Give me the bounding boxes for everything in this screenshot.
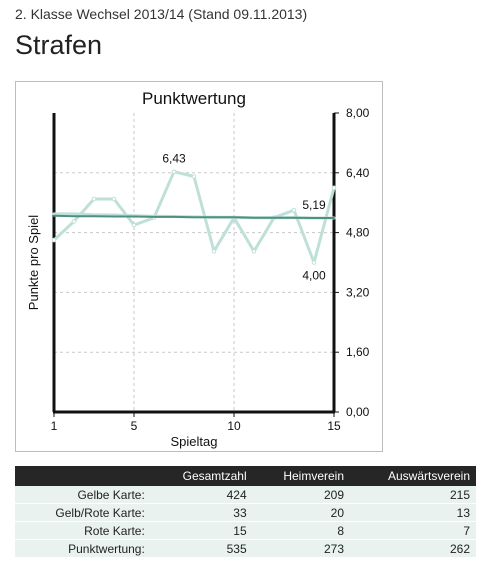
row-label: Rote Karte: xyxy=(15,521,151,540)
table-cell: 15 xyxy=(150,521,253,540)
y-tick-label: 4,80 xyxy=(346,226,370,240)
table-cell: 13 xyxy=(350,503,476,522)
table-cell: 20 xyxy=(252,503,351,522)
table-row: Gelbe Karte: 424 209 215 xyxy=(15,486,476,504)
page-subtitle: 2. Klasse Wechsel 2013/14 (Stand 09.11.2… xyxy=(15,6,308,22)
x-tick-label: 5 xyxy=(131,419,138,433)
data-point xyxy=(251,248,257,254)
stats-header-row: Gesamtzahl Heimverein Auswärtsverein xyxy=(15,466,476,486)
table-cell: 273 xyxy=(252,539,351,558)
data-point xyxy=(91,196,97,202)
y-tick-label: 6,40 xyxy=(346,166,370,180)
stats-header-cell: Auswärtsverein xyxy=(387,469,470,483)
row-label: Punktwertung: xyxy=(15,539,151,558)
data-point xyxy=(131,222,137,228)
table-row: Punktwertung: 535 273 262 xyxy=(15,539,476,558)
stats-header-cell xyxy=(15,466,151,486)
data-point xyxy=(191,174,197,179)
stats-header-cell: Heimverein xyxy=(283,469,345,483)
y-tick-label: 1,60 xyxy=(346,345,370,359)
table-cell: 262 xyxy=(350,539,476,558)
stats-table: Gesamtzahl Heimverein Auswärtsverein Gel… xyxy=(15,466,476,558)
y-axis-label: Punkte pro Spiel xyxy=(26,215,41,311)
table-row: Rote Karte: 15 8 7 xyxy=(15,521,476,540)
data-label: 6,43 xyxy=(162,152,186,166)
data-label: 5,19 xyxy=(302,198,326,212)
page-title: Strafen xyxy=(15,30,103,60)
x-tick-label: 1 xyxy=(51,419,58,433)
x-tick-label: 10 xyxy=(227,419,241,433)
table-cell: 424 xyxy=(150,486,253,504)
data-point xyxy=(111,196,117,202)
data-label: 4,00 xyxy=(302,269,326,283)
data-point xyxy=(331,185,337,191)
y-tick-label: 8,00 xyxy=(346,106,370,120)
data-point xyxy=(311,260,317,265)
table-cell: 209 xyxy=(252,486,351,504)
row-label: Gelbe Karte: xyxy=(15,486,151,504)
table-cell: 33 xyxy=(150,503,253,522)
table-cell: 8 xyxy=(252,521,351,540)
stats-header-cell: Gesamtzahl xyxy=(182,469,247,483)
chart-panel: Punktwertung 0,00 1,60 3,20 4,80 6,40 8,00 1 5 10… xyxy=(15,81,383,452)
x-tick-label: 15 xyxy=(327,419,341,433)
y-tick-label: 0,00 xyxy=(346,405,370,419)
data-point xyxy=(291,207,297,213)
row-label: Gelb/Rote Karte: xyxy=(15,503,151,522)
data-point xyxy=(211,248,217,254)
series-line-trend xyxy=(53,214,335,219)
table-row: Gelb/Rote Karte: 33 20 13 xyxy=(15,503,476,522)
data-point xyxy=(51,237,57,243)
table-cell: 215 xyxy=(350,486,476,504)
chart-title: Punktwertung xyxy=(142,89,246,108)
table-cell: 7 xyxy=(350,521,476,540)
x-axis-label: Spieltag xyxy=(171,434,218,449)
data-point xyxy=(71,219,77,224)
data-point xyxy=(171,169,177,174)
table-cell: 535 xyxy=(150,539,253,558)
y-tick-label: 3,20 xyxy=(346,285,370,299)
